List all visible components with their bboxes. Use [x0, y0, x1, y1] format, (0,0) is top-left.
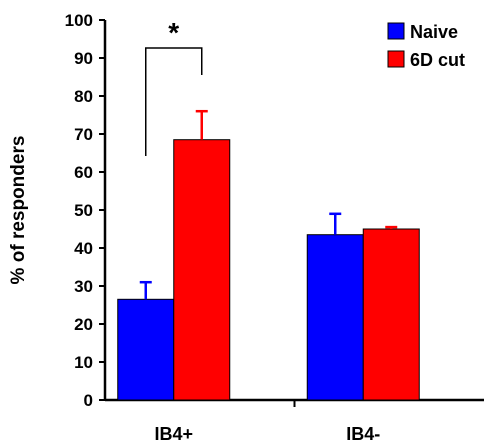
legend-label: Naive — [410, 22, 458, 42]
y-tick-label: 100 — [65, 11, 93, 30]
y-tick-label: 30 — [74, 277, 93, 296]
y-axis-title: % of responders — [8, 136, 29, 285]
y-tick-label: 60 — [74, 163, 93, 182]
legend-swatch — [387, 22, 405, 40]
significance-marker: * — [168, 17, 179, 48]
y-tick-label: 40 — [74, 239, 93, 258]
x-category-label: IB4- — [346, 424, 380, 444]
bar — [306, 234, 364, 401]
bar — [362, 228, 420, 401]
legend-label: 6D cut — [410, 50, 465, 70]
y-tick-label: 90 — [74, 49, 93, 68]
y-tick-label: 0 — [84, 391, 93, 410]
significance-bracket — [145, 47, 203, 156]
y-tick-label: 20 — [74, 315, 93, 334]
legend-swatch — [387, 50, 405, 68]
bar — [173, 139, 231, 401]
x-category-label: IB4+ — [154, 424, 193, 444]
y-tick-label: 50 — [74, 201, 93, 220]
bar — [117, 298, 175, 401]
y-tick-label: 70 — [74, 125, 93, 144]
y-tick-label: 10 — [74, 353, 93, 372]
y-tick-label: 80 — [74, 87, 93, 106]
